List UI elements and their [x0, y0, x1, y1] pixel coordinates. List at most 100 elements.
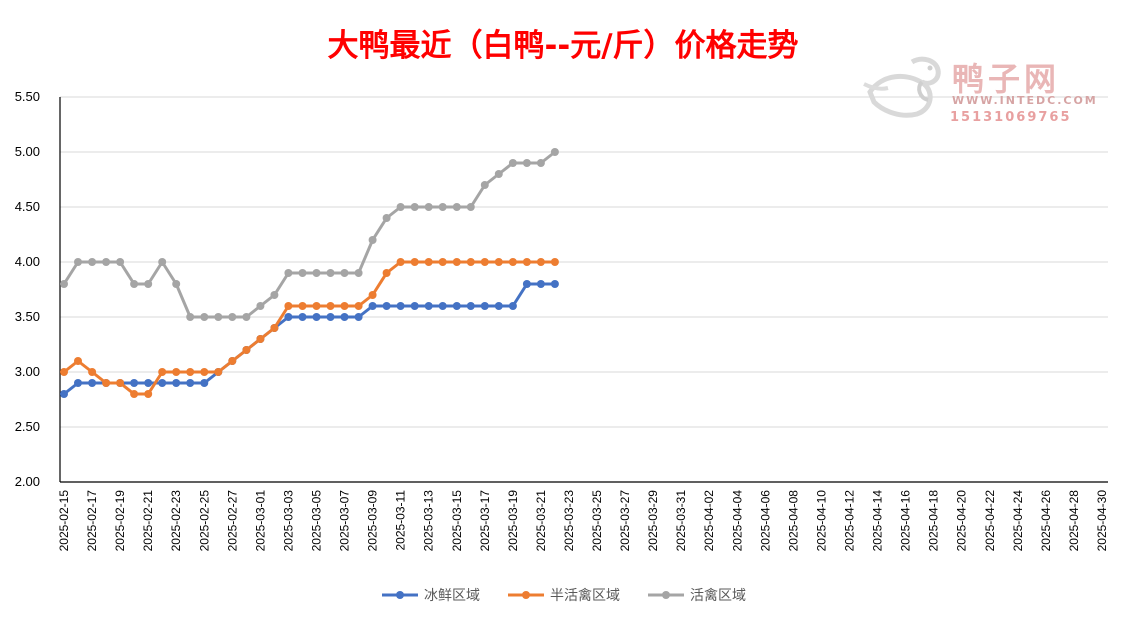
data-point [88, 258, 97, 266]
data-point [256, 335, 265, 343]
data-point [144, 390, 153, 398]
x-tick-label: 2025-04-28 [1067, 490, 1081, 552]
series-line [62, 150, 556, 319]
y-tick-label: 4.00 [15, 254, 40, 269]
x-tick-label: 2025-04-22 [983, 490, 997, 552]
x-tick-label: 2025-03-29 [646, 490, 660, 552]
data-point [60, 368, 68, 376]
data-point [158, 368, 167, 376]
series-line [63, 260, 555, 396]
data-point [368, 302, 377, 310]
data-point [550, 258, 559, 266]
data-point [522, 258, 531, 266]
data-point [172, 379, 181, 387]
data-point [550, 280, 559, 288]
data-point [172, 280, 181, 288]
x-tick-label: 2025-03-19 [506, 490, 520, 552]
data-point [438, 203, 447, 211]
watermark-url: WWW.INTEDC.COM [952, 94, 1098, 107]
x-tick-label: 2025-02-25 [197, 490, 211, 552]
data-point [494, 258, 503, 266]
data-point [312, 269, 321, 277]
data-point [354, 269, 363, 277]
x-tick-label: 2025-02-19 [113, 490, 127, 552]
data-point [228, 357, 237, 365]
duck-logo-icon [863, 56, 941, 118]
data-point [284, 313, 293, 321]
x-tick-label: 2025-04-06 [758, 490, 772, 552]
data-point [298, 269, 307, 277]
x-tick-label: 2025-04-04 [730, 490, 744, 552]
x-tick-label: 2025-02-23 [169, 490, 183, 552]
legend-swatch-icon [382, 591, 418, 599]
x-tick-label: 2025-04-12 [843, 490, 857, 552]
data-point [130, 280, 139, 288]
data-point [480, 181, 489, 189]
data-point [186, 379, 195, 387]
data-point [340, 313, 349, 321]
data-point [522, 280, 531, 288]
data-point [522, 159, 531, 167]
data-point [88, 379, 97, 387]
data-point [130, 379, 139, 387]
x-tick-label: 2025-04-08 [786, 490, 800, 552]
x-tick-label: 2025-02-21 [141, 490, 155, 552]
x-tick-label: 2025-04-16 [899, 490, 913, 552]
data-point [172, 368, 181, 376]
legend-swatch-icon [648, 591, 684, 599]
data-point [494, 170, 503, 178]
data-point [466, 203, 475, 211]
data-point [242, 346, 251, 354]
data-point [284, 269, 293, 277]
data-point [200, 313, 209, 321]
data-point [494, 302, 503, 310]
data-point [466, 302, 475, 310]
data-point [480, 302, 489, 310]
x-tick-label: 2025-03-13 [422, 490, 436, 552]
data-point [536, 159, 545, 167]
data-point [410, 302, 419, 310]
data-point [102, 258, 111, 266]
data-point [144, 379, 153, 387]
data-point [270, 324, 279, 332]
data-point [466, 258, 475, 266]
data-point [424, 258, 433, 266]
data-point [298, 313, 307, 321]
data-point [312, 302, 321, 310]
legend-swatch-icon [508, 591, 544, 599]
series-2 [60, 148, 559, 321]
watermark-name: 鸭子网 [952, 60, 1061, 98]
y-tick-label: 4.50 [15, 199, 40, 214]
legend: 冰鲜区域 半活禽区域 活禽区域 [0, 585, 1126, 605]
data-point [186, 368, 195, 376]
data-point [228, 313, 237, 321]
legend-label: 活禽区域 [690, 588, 746, 604]
x-tick-label: 2025-02-27 [225, 490, 239, 552]
data-point [368, 236, 377, 244]
data-point [158, 258, 167, 266]
data-point [340, 302, 349, 310]
gridlines [60, 96, 1108, 483]
y-tick-label: 3.00 [15, 364, 40, 379]
x-tick-label: 2025-02-15 [57, 490, 71, 552]
chart-title: 大鸭最近（白鸭--元/斤）价格走势 [327, 28, 799, 64]
data-point [326, 269, 335, 277]
data-point [536, 280, 545, 288]
data-point [382, 214, 391, 222]
x-tick-label: 2025-03-05 [309, 490, 323, 552]
data-point [74, 258, 82, 266]
data-point [298, 302, 307, 310]
data-point [438, 302, 447, 310]
data-point [200, 368, 209, 376]
data-point [452, 203, 461, 211]
x-tick-labels: 2025-02-15 2025-02-17 2025-02-19 2025-02-21… [57, 490, 1109, 552]
x-tick-label: 2025-04-20 [955, 490, 969, 552]
data-point [424, 302, 433, 310]
data-point [186, 313, 195, 321]
data-point [536, 258, 545, 266]
data-point [270, 291, 279, 299]
data-point [452, 302, 461, 310]
data-point [144, 280, 153, 288]
